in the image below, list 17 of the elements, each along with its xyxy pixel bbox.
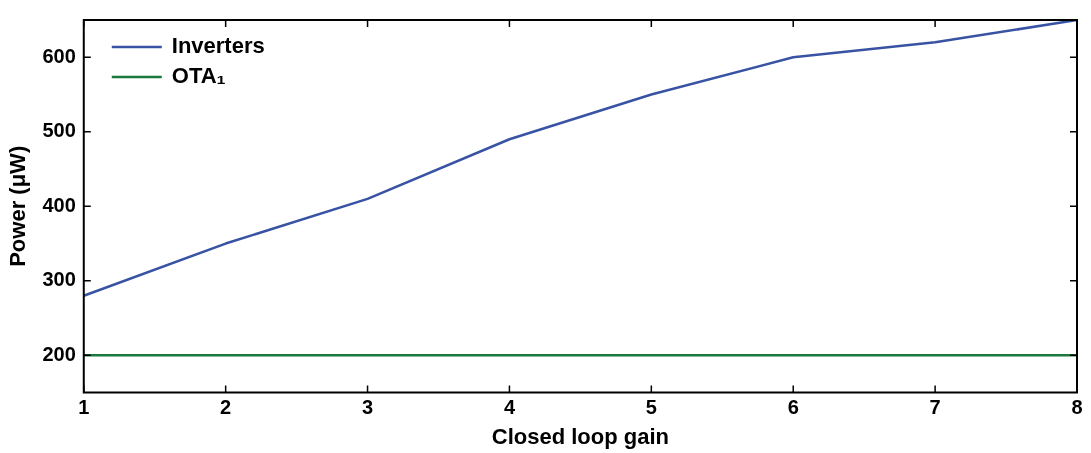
y-tick-label: 200 [42, 342, 76, 365]
x-tick-label: 4 [503, 396, 516, 419]
y-axis-title: Power (μW) [5, 145, 31, 267]
x-tick-label: 1 [78, 396, 90, 419]
legend-label: OTA₁ [171, 63, 226, 89]
x-tick-label: 3 [361, 396, 374, 419]
y-tick-label: 600 [42, 44, 76, 67]
x-tick-label: 2 [220, 396, 232, 419]
x-tick-label: 8 [1071, 396, 1083, 419]
y-tick-label: 500 [42, 119, 76, 142]
y-tick-label: 300 [42, 268, 76, 291]
x-axis-title: Closed loop gain [491, 423, 669, 449]
x-tick-label: 6 [787, 396, 799, 419]
x-tick-label: 5 [645, 396, 657, 419]
y-tick-label: 400 [42, 193, 76, 216]
legend-label: Inverters [171, 33, 265, 59]
x-tick-label: 7 [929, 396, 941, 419]
